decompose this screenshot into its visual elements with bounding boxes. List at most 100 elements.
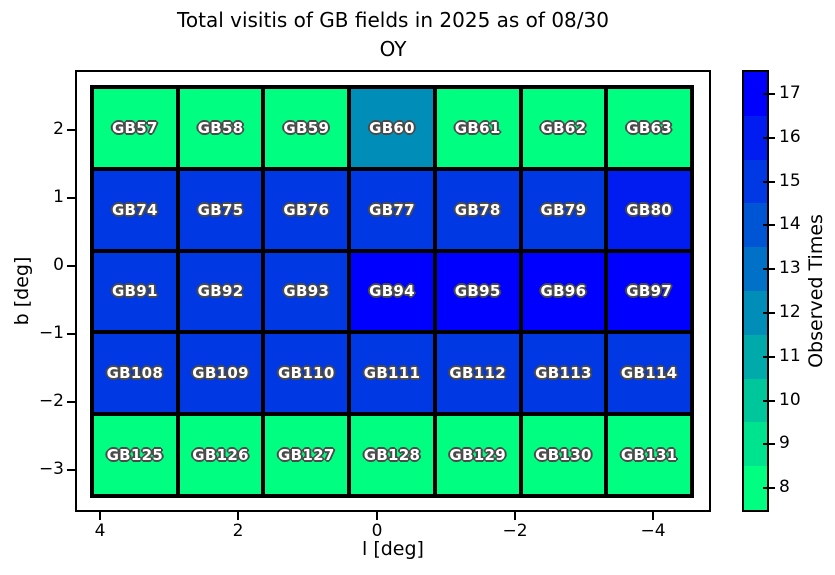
y-axis-label: b [deg] [11, 256, 33, 326]
field-cell-label: GB125 [106, 446, 164, 465]
colorbar-label: Observed Times [805, 214, 827, 368]
field-cell-gb57: GB57 [92, 87, 178, 169]
field-cell-gb76: GB76 [263, 168, 350, 251]
colorbar-tick-mark [763, 487, 775, 490]
field-cell-label: GB129 [449, 446, 506, 465]
field-cell-gb113: GB113 [520, 332, 607, 415]
field-cell-gb111: GB111 [349, 332, 435, 415]
colorbar-tick-mark [763, 92, 775, 95]
field-cell-gb126: GB126 [177, 414, 264, 496]
field-cell-label: GB96 [540, 282, 587, 301]
field-grid: GB57 GB58 GB59 GB60 GB61 GB62 GB63 GB74 GB75 GB76… [90, 85, 694, 498]
field-cell-label: GB130 [535, 446, 592, 465]
field-cell-gb96: GB96 [520, 250, 607, 333]
colorbar-tick-mark [763, 224, 775, 227]
field-cell-gb60: GB60 [349, 87, 435, 169]
colorbar-tick-mark [763, 268, 775, 271]
field-cell-label: GB57 [111, 118, 158, 137]
colorbar-tick-label: 11 [779, 345, 801, 366]
colorbar-segment-8 [744, 466, 767, 510]
field-cell-gb94: GB94 [349, 250, 435, 333]
y-tick-label: 0 [53, 255, 64, 275]
field-cell-label: GB126 [192, 446, 249, 465]
x-tick-label: 2 [232, 521, 244, 541]
field-cell-label: GB114 [620, 364, 678, 383]
field-cell-label: GB74 [111, 200, 158, 219]
field-cell-label: GB76 [283, 200, 330, 219]
colorbar-tick-label: 12 [779, 301, 801, 322]
field-cell-gb110: GB110 [263, 332, 350, 415]
field-cell-gb74: GB74 [92, 168, 178, 251]
field-cell-label: GB78 [454, 200, 501, 219]
field-cell-gb108: GB108 [92, 332, 178, 415]
field-cell-label: GB75 [197, 200, 244, 219]
colorbar-tick-mark [763, 136, 775, 139]
colorbar-tick-mark [763, 355, 775, 358]
y-tick-mark [67, 129, 75, 131]
x-axis-label: l [deg] [362, 538, 424, 560]
field-cell-label: GB95 [454, 282, 501, 301]
field-cell-label: GB113 [535, 364, 592, 383]
field-cell-gb61: GB61 [434, 87, 521, 169]
colorbar-segment-13 [744, 247, 767, 291]
colorbar-tick-mark [763, 443, 775, 446]
field-cell-label: GB58 [197, 118, 244, 137]
field-cell-gb131: GB131 [606, 414, 692, 496]
chart-title: Total visitis of GB fields in 2025 as of… [75, 6, 711, 64]
y-tick-label: −3 [38, 459, 64, 479]
field-cell-gb128: GB128 [349, 414, 435, 496]
x-tick-mark [99, 512, 101, 520]
colorbar-segment-10 [744, 378, 767, 423]
field-cell-gb97: GB97 [606, 250, 692, 333]
field-cell-gb112: GB112 [434, 332, 521, 415]
field-cell-gb109: GB109 [177, 332, 264, 415]
field-cell-gb114: GB114 [606, 332, 692, 415]
x-tick-mark [514, 512, 516, 520]
colorbar-tick-mark [763, 399, 775, 402]
field-cell-label: GB111 [363, 364, 421, 383]
x-tick-label: 0 [371, 521, 383, 541]
colorbar-tick-mark [763, 180, 775, 183]
colorbar-segment-12 [744, 290, 767, 335]
colorbar-segment-14 [744, 203, 767, 248]
field-cell-gb93: GB93 [263, 250, 350, 333]
colorbar-segment-15 [744, 159, 767, 204]
colorbar [742, 70, 769, 512]
field-cell-gb77: GB77 [349, 168, 435, 251]
x-tick-label: 4 [94, 521, 106, 541]
x-tick-mark [376, 512, 378, 520]
colorbar-segment-16 [744, 115, 767, 160]
colorbar-tick-mark [763, 311, 775, 314]
field-cell-label: GB61 [454, 118, 501, 137]
field-cell-gb63: GB63 [606, 87, 692, 169]
colorbar-tick-label: 17 [779, 82, 801, 103]
colorbar-tick-label: 16 [779, 126, 801, 147]
field-cell-gb95: GB95 [434, 250, 521, 333]
field-cell-gb91: GB91 [92, 250, 178, 333]
field-cell-gb80: GB80 [606, 168, 692, 251]
y-tick-mark [67, 197, 75, 199]
x-tick-mark [652, 512, 654, 520]
field-cell-label: GB112 [449, 364, 506, 383]
field-cell-gb62: GB62 [520, 87, 607, 169]
field-cell-label: GB109 [192, 364, 249, 383]
field-cell-label: GB93 [283, 282, 330, 301]
colorbar-segment-17 [744, 72, 767, 116]
y-tick-label: −2 [38, 391, 64, 411]
x-tick-label: −4 [640, 521, 666, 541]
y-tick-mark [67, 401, 75, 403]
chart-title-line1: Total visitis of GB fields in 2025 as of… [177, 8, 609, 32]
field-cell-gb127: GB127 [263, 414, 350, 496]
field-cell-gb129: GB129 [434, 414, 521, 496]
y-tick-label: 2 [53, 119, 64, 139]
field-cell-label: GB63 [626, 118, 673, 137]
chart-title-line2: OY [379, 37, 407, 61]
field-cell-label: GB80 [626, 200, 673, 219]
x-tick-mark [237, 512, 239, 520]
field-cell-label: GB62 [540, 118, 587, 137]
y-tick-mark [67, 333, 75, 335]
field-cell-gb58: GB58 [177, 87, 264, 169]
y-tick-label: 1 [53, 187, 64, 207]
field-cell-label: GB110 [278, 364, 335, 383]
